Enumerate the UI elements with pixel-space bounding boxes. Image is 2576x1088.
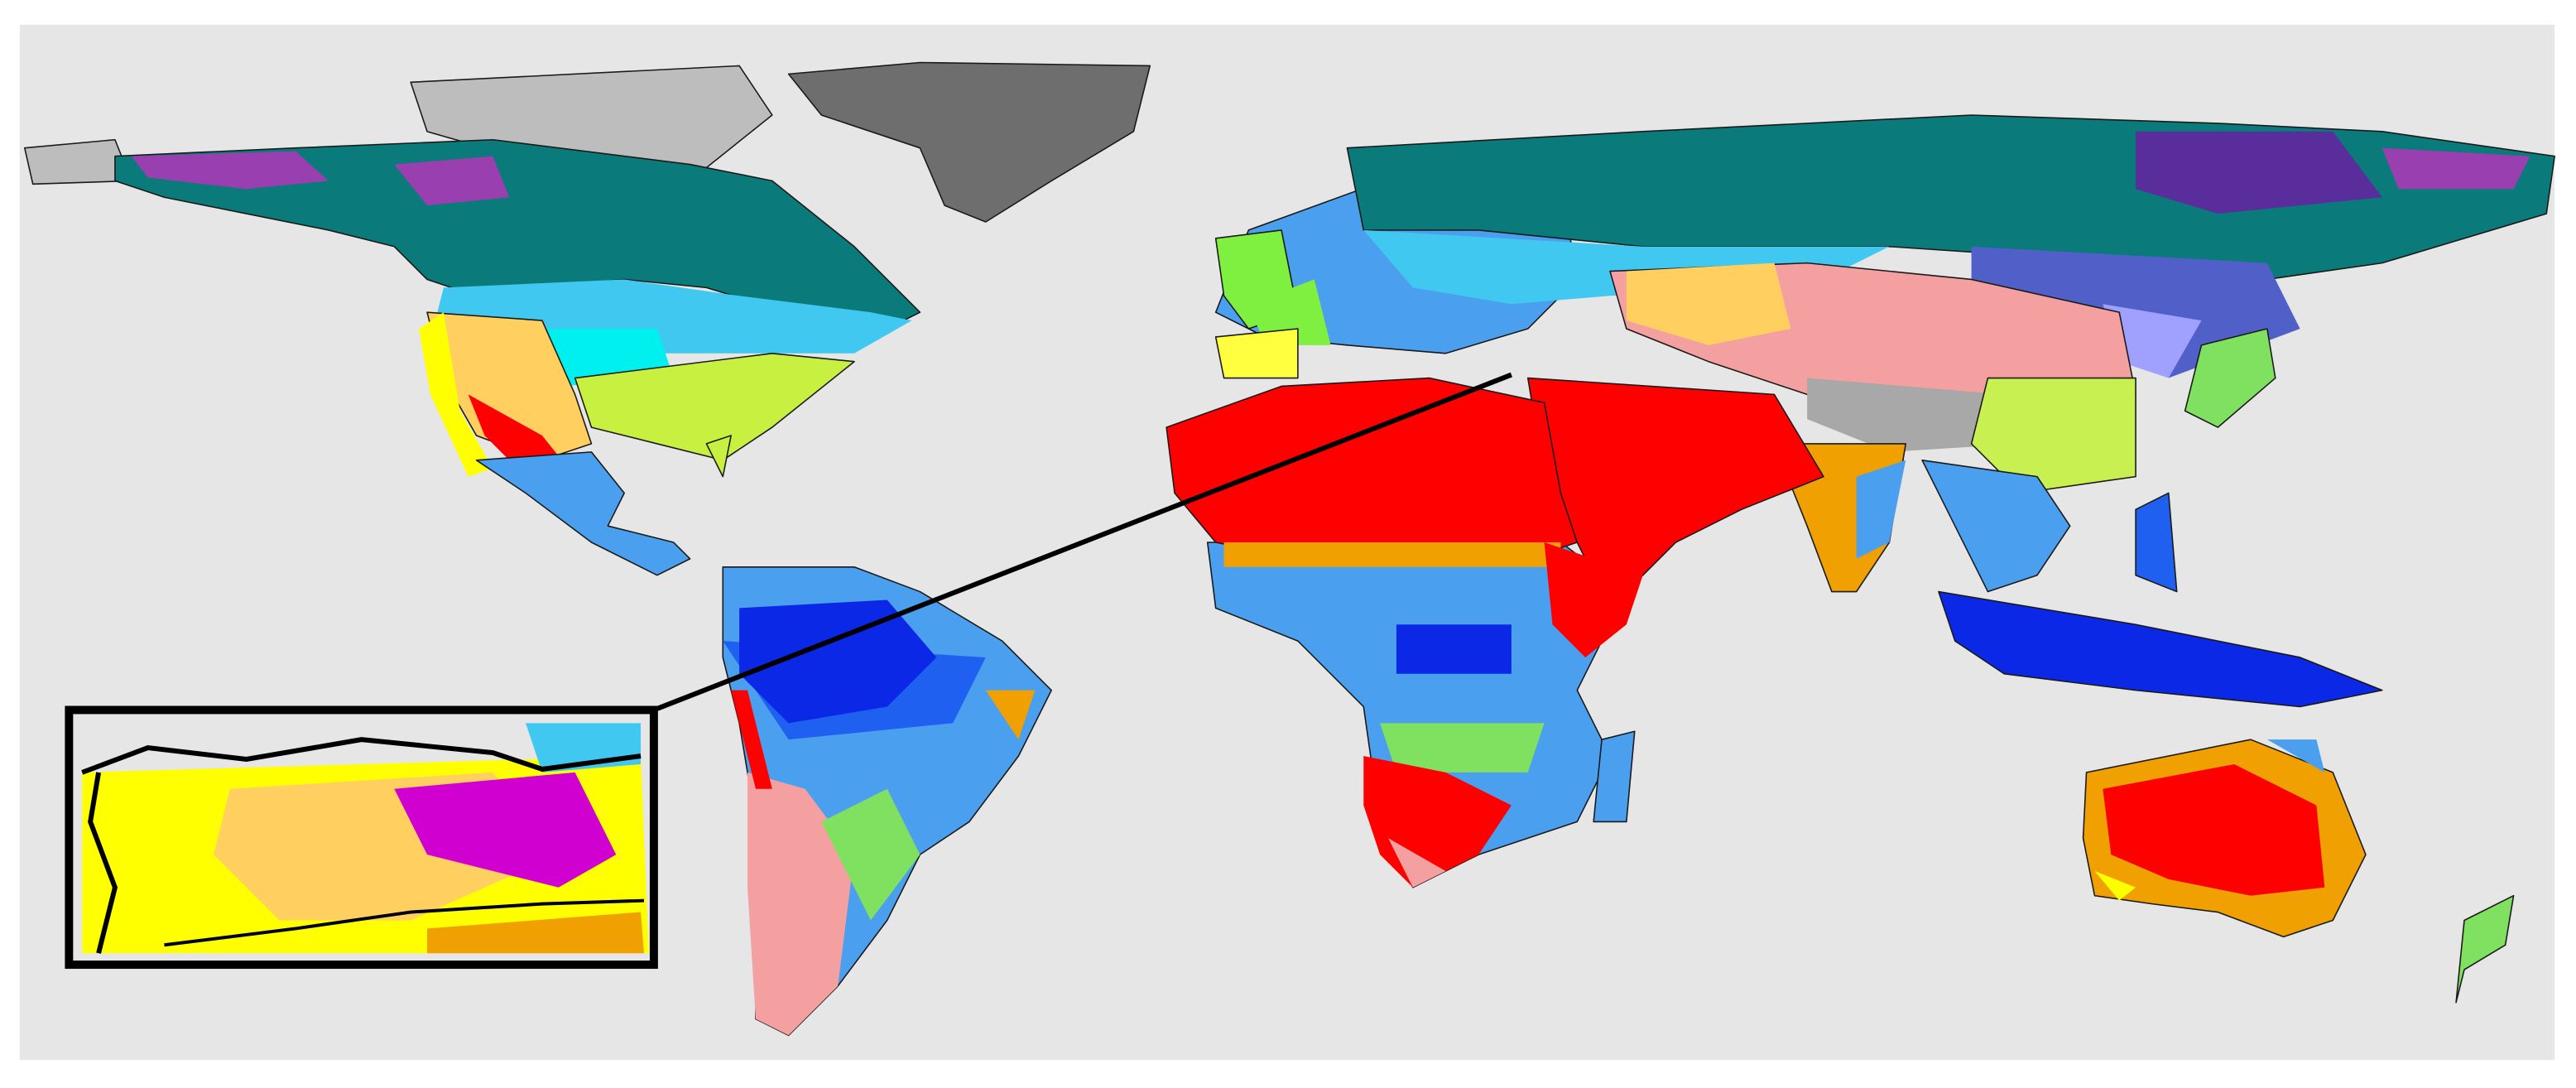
zone-patch: [821, 788, 920, 921]
inset-coastline: [81, 737, 642, 775]
zone-patch: [747, 772, 855, 1036]
sahara: [1165, 377, 1579, 560]
southeast-asia: [1921, 459, 2071, 593]
inset: [65, 705, 658, 970]
central-america: [475, 451, 691, 576]
zone-patch: [1544, 542, 1643, 657]
zone-patch: [1388, 838, 1446, 888]
inset-zone: [427, 912, 644, 954]
zone-patch: [394, 156, 510, 206]
florida: [705, 435, 732, 478]
zone-patch: [2094, 870, 2136, 901]
zone-patch: [2136, 131, 2382, 214]
zone-patch: [1396, 624, 1511, 674]
zone-patch: [131, 151, 329, 190]
zone-patch: [1248, 279, 1331, 345]
zone-patch: [739, 599, 937, 724]
zone-patch: [1380, 723, 1545, 773]
indonesia: [1938, 590, 2383, 708]
zone-patch: [1807, 378, 2021, 452]
zone-patch: [1223, 542, 1561, 567]
inset-frame: [65, 705, 658, 970]
zone-patch: [1970, 377, 2136, 494]
philippines: [2135, 492, 2178, 593]
north-america-boreal: [114, 138, 921, 330]
zone-patch: [2381, 147, 2530, 190]
zone-patch: [574, 352, 855, 461]
zone-patch: [2103, 763, 2325, 896]
inset-zone: [394, 772, 617, 888]
zone-patch: [1214, 328, 1299, 379]
madagascar: [1593, 730, 1636, 823]
zone-patch: [1856, 460, 1906, 559]
inset-coastline: [88, 772, 118, 954]
inset-border: [164, 898, 645, 947]
zone-patch: [419, 312, 493, 477]
zoom-line: [652, 372, 1513, 713]
greenland: [787, 61, 1151, 223]
new-zealand: [2455, 894, 2515, 1004]
zone-patch: [731, 690, 772, 789]
japan: [2184, 328, 2276, 428]
zone-patch: [985, 690, 1036, 740]
zone-patch: [1626, 262, 1791, 345]
